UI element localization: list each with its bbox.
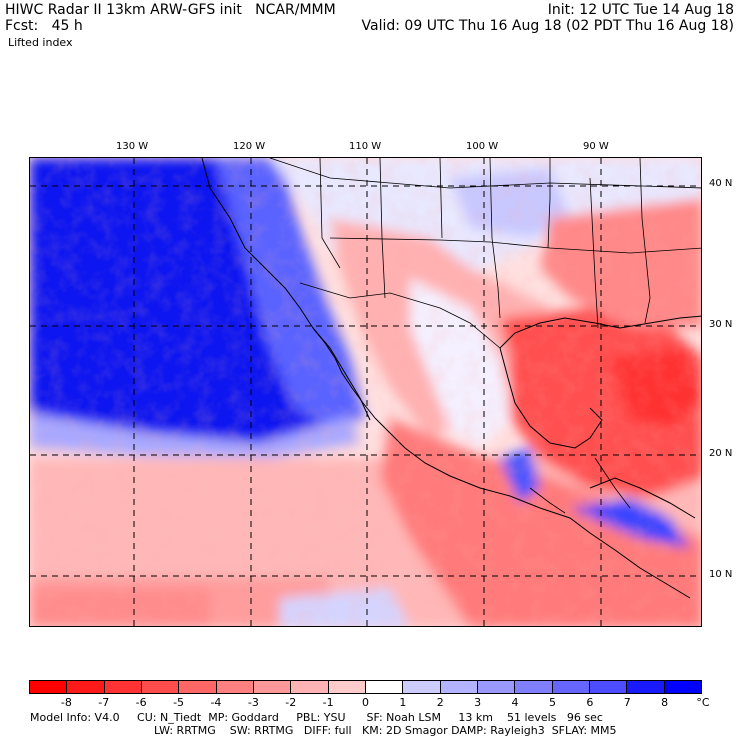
- model-info-line2: LW: RRTMG SW: RRTMG DIFF: full KM: 2D Sm…: [154, 724, 617, 737]
- lon-label-100w: 100 W: [466, 141, 499, 152]
- colorbar: [29, 680, 702, 694]
- colorbar-label: -1: [322, 696, 334, 709]
- colorbar-swatch: [365, 681, 404, 693]
- colorbar-swatch: [552, 681, 590, 693]
- colorbar-swatch: [141, 681, 180, 693]
- colorbar-swatch: [627, 681, 665, 693]
- colorbar-swatch: [440, 681, 478, 693]
- colorbar-label: 5: [548, 696, 556, 709]
- field-name: Lifted index: [8, 36, 73, 49]
- colorbar-swatch: [179, 681, 217, 693]
- colorbar-swatch: [664, 681, 701, 693]
- coastlines: [201, 158, 701, 599]
- lon-label-90w: 90 W: [583, 141, 609, 152]
- colorbar-swatch: [30, 681, 68, 693]
- colorbar-label: 8: [661, 696, 669, 709]
- init-time: Init: 12 UTC Tue 14 Aug 18: [547, 2, 734, 18]
- colorbar-unit: °C: [696, 696, 710, 709]
- lat-label-30n: 30 N: [709, 319, 733, 330]
- colorbar-swatch: [67, 681, 105, 693]
- lifted-index-map: [29, 157, 702, 627]
- colorbar-swatch: [477, 681, 516, 693]
- colorbar-label: -2: [285, 696, 297, 709]
- lat-label-40n: 40 N: [709, 178, 733, 189]
- colorbar-label: -6: [135, 696, 147, 709]
- colorbar-label: 4: [511, 696, 519, 709]
- forecast-hour: Fcst: 45 h: [5, 18, 83, 34]
- colorbar-label: 3: [474, 696, 482, 709]
- colorbar-label: -5: [173, 696, 185, 709]
- colorbar-label: 1: [399, 696, 407, 709]
- colorbar-label: -8: [60, 696, 72, 709]
- colorbar-swatch: [515, 681, 553, 693]
- colorbar-label: 2: [436, 696, 444, 709]
- model-info-line1: Model Info: V4.0 CU: N_Tiedt MP: Goddard…: [30, 711, 603, 724]
- lon-label-130w: 130 W: [116, 141, 149, 152]
- colorbar-label: 6: [586, 696, 594, 709]
- valid-time: Valid: 09 UTC Thu 16 Aug 18 (02 PDT Thu …: [361, 18, 734, 34]
- colorbar-swatch: [589, 681, 628, 693]
- graticule: [30, 158, 701, 626]
- colorbar-swatch: [216, 681, 254, 693]
- model-title: HIWC Radar II 13km ARW-GFS init NCAR/MMM: [5, 2, 336, 18]
- colorbar-label: -4: [210, 696, 222, 709]
- colorbar-swatch: [253, 681, 292, 693]
- colorbar-swatch: [403, 681, 441, 693]
- colorbar-swatch: [291, 681, 329, 693]
- colorbar-label: -7: [98, 696, 110, 709]
- lat-label-10n: 10 N: [709, 569, 733, 580]
- lon-label-110w: 110 W: [349, 141, 382, 152]
- colorbar-swatch: [328, 681, 366, 693]
- lat-label-20n: 20 N: [709, 448, 733, 459]
- colorbar-label: 7: [623, 696, 631, 709]
- colorbar-label: 0: [362, 696, 369, 709]
- colorbar-swatch: [104, 681, 142, 693]
- lon-label-120w: 120 W: [233, 141, 266, 152]
- colorbar-label: -3: [247, 696, 259, 709]
